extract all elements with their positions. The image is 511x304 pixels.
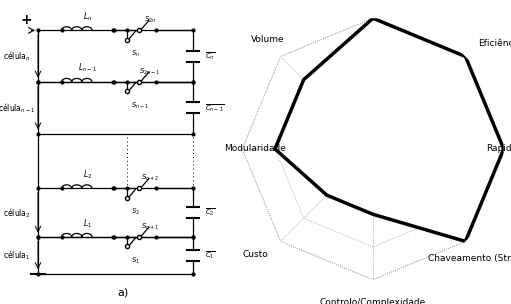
Text: $\overline{C_1}$: $\overline{C_1}$: [205, 250, 215, 261]
Text: célula$_{n-1}$: célula$_{n-1}$: [0, 101, 36, 115]
Text: Eficiência: Eficiência: [478, 39, 511, 48]
Text: $\overline{C_n}$: $\overline{C_n}$: [205, 50, 215, 62]
Text: Volume: Volume: [251, 35, 285, 44]
Polygon shape: [275, 18, 504, 241]
Text: Rapidez: Rapidez: [486, 144, 511, 154]
Text: Controlo/Complexidade: Controlo/Complexidade: [320, 298, 426, 304]
Text: a): a): [117, 288, 128, 298]
Text: célula$_2$: célula$_2$: [3, 206, 31, 219]
Text: $S_1$: $S_1$: [131, 255, 140, 266]
Text: célula$_1$: célula$_1$: [3, 249, 31, 262]
Text: Custo: Custo: [242, 250, 268, 259]
Text: $\overline{C_2}$: $\overline{C_2}$: [205, 207, 215, 219]
Text: $S_2$: $S_2$: [131, 207, 140, 217]
Text: célula$_n$: célula$_n$: [3, 50, 31, 63]
Text: $L_2$: $L_2$: [83, 168, 92, 181]
Text: $S_{n-1}$: $S_{n-1}$: [131, 100, 149, 111]
Text: $S_{2n}$: $S_{2n}$: [144, 15, 156, 25]
Text: $S_{2n-1}$: $S_{2n-1}$: [139, 66, 160, 77]
Text: $S_n$: $S_n$: [131, 49, 140, 59]
Text: $S_{n+2}$: $S_{n+2}$: [141, 173, 159, 183]
Text: $\overline{C_{n-1}}$: $\overline{C_{n-1}}$: [205, 102, 224, 114]
Text: +: +: [20, 13, 32, 27]
Text: $L_n$: $L_n$: [83, 10, 92, 23]
Text: $L_1$: $L_1$: [83, 217, 92, 230]
Text: $L_{n-1}$: $L_{n-1}$: [78, 62, 97, 74]
Text: $S_{n+1}$: $S_{n+1}$: [141, 221, 159, 232]
Text: Chaveamento (Stress): Chaveamento (Stress): [428, 254, 511, 263]
Text: Modularidade: Modularidade: [224, 144, 286, 154]
